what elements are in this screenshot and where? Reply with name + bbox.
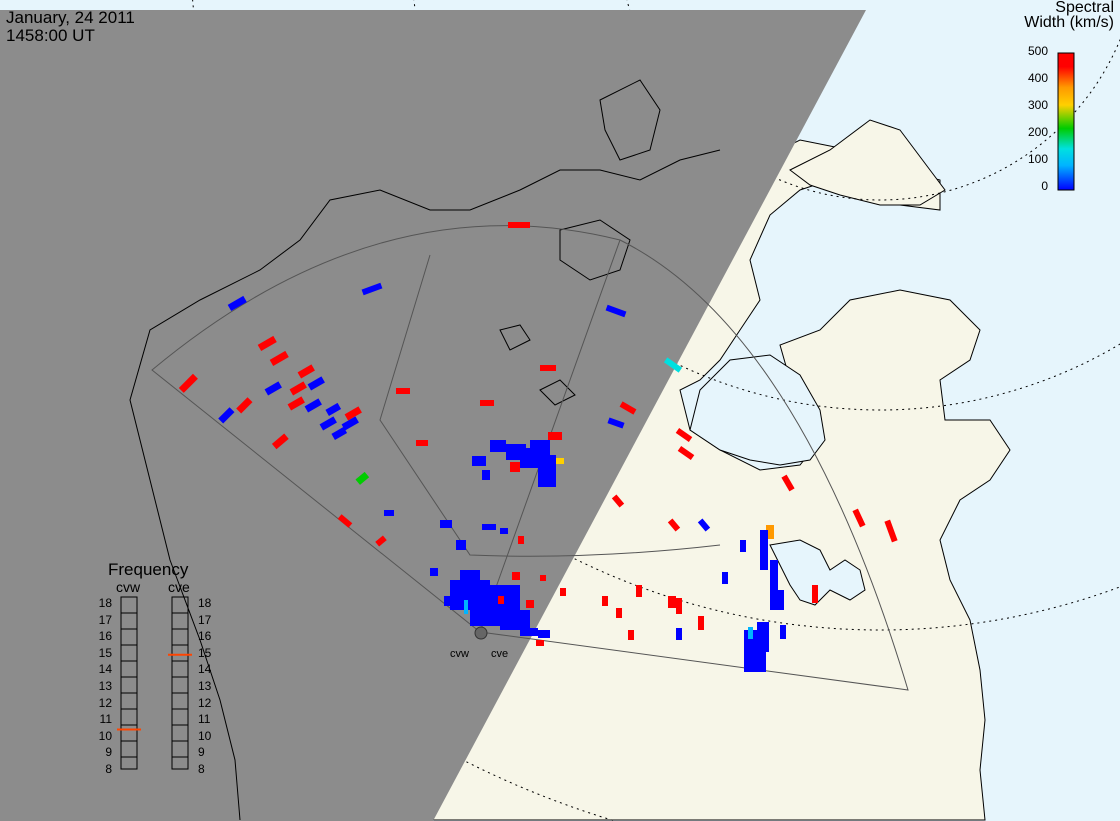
frequency-scale-value: 12 [98, 695, 112, 710]
greenland [789, 119, 946, 206]
frequency-scale-value: 15 [198, 645, 212, 660]
frequency-scale-value: 9 [198, 745, 205, 760]
site-label-cvw: cvw [450, 648, 469, 660]
frequency-scale-value: 16 [198, 629, 212, 644]
cvw-gauge [120, 596, 138, 770]
radar-fov [151, 225, 909, 691]
frequency-scale-value: 18 [198, 596, 212, 610]
frequency-scale-value: 14 [198, 662, 212, 677]
colorbar-tick: 100 [1027, 152, 1048, 166]
colorbar-tick: 500 [1027, 44, 1048, 58]
frequency-scale-value: 8 [198, 762, 205, 776]
radar-site-marker[interactable] [474, 626, 488, 640]
frequency-scale-value: 17 [98, 612, 112, 627]
frequency-scale-value: 10 [98, 728, 112, 743]
frequency-scale-value: 12 [198, 695, 212, 710]
frequency-scale-value: 14 [98, 662, 112, 677]
frequency-scale-value: 16 [98, 629, 112, 644]
colorbar-tick: 400 [1027, 71, 1048, 85]
colorbar-title-line1: Spectral [1055, 0, 1114, 16]
coastlines-night [129, 79, 721, 821]
frequency-scale-value: 11 [198, 712, 211, 727]
frequency-title: Frequency [108, 560, 189, 579]
frequency-scale-value: 10 [198, 728, 212, 743]
scatter-cells [178, 222, 898, 672]
colorbar-title-line2: Width (km/s) [1024, 14, 1114, 31]
great-lakes [769, 539, 866, 606]
frequency-scale-value: 8 [105, 762, 112, 776]
colorbar-gradient [1057, 52, 1075, 191]
frequency-scale-value: 13 [198, 679, 212, 693]
frequency-gauges [117, 596, 192, 770]
frequency-scale-value: 13 [98, 679, 112, 693]
frequency-scale-value: 9 [105, 745, 112, 760]
date-label: January, 24 2011 [6, 8, 135, 27]
colorbar [1057, 52, 1075, 191]
frequency-scale-value: 15 [98, 645, 112, 660]
site-label-cve: cve [491, 648, 509, 660]
cve-gauge [171, 596, 189, 770]
night-shading [0, 10, 866, 821]
time-label: 1458:00 UT [6, 26, 95, 45]
colorbar-tick: 300 [1027, 98, 1048, 112]
cve-header: cve [168, 579, 190, 595]
colorbar-tick: 0 [1041, 179, 1048, 193]
frequency-scale-value: 17 [198, 612, 212, 627]
frequency-scale-value: 11 [99, 712, 112, 727]
frequency-scale-value: 18 [98, 596, 112, 610]
colorbar-tick: 200 [1027, 125, 1048, 139]
colorbar-title: Spectral Width (km/s) [1024, 0, 1114, 31]
cvw-header: cvw [116, 579, 141, 595]
hudson-bay [689, 354, 826, 466]
